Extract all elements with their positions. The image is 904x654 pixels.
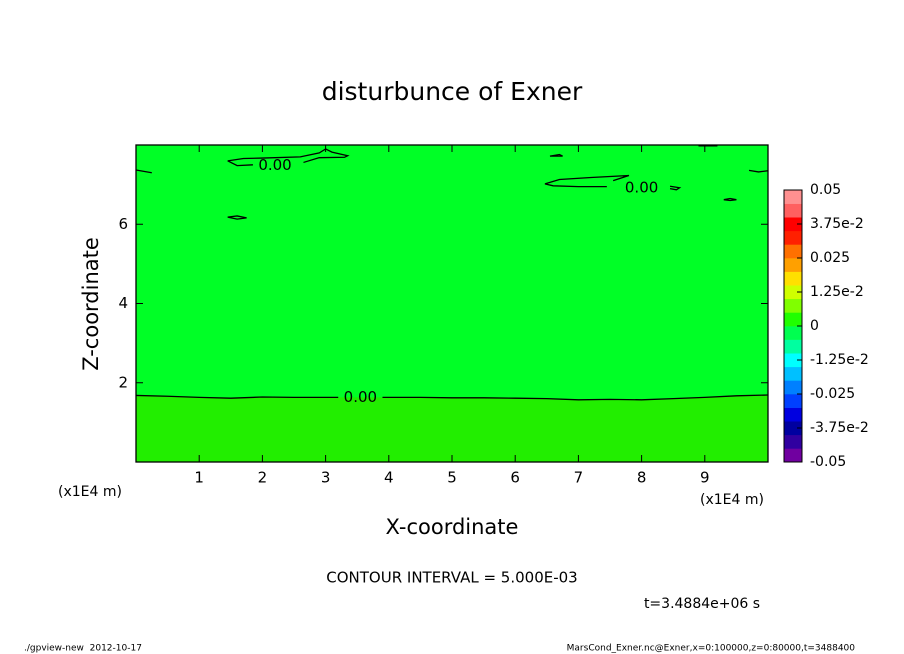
- x-unit-label: (x1E4 m): [58, 484, 122, 500]
- colorbar-tick-label: -1.25e-2: [810, 352, 869, 368]
- colorbar-band: [784, 421, 802, 436]
- x-tick-label: 7: [574, 469, 584, 487]
- colorbar-tick-label: -0.025: [810, 386, 855, 402]
- x-tick-label: 3: [321, 469, 331, 487]
- colorbar-tick-label: -3.75e-2: [810, 420, 869, 436]
- colorbar-band: [784, 203, 802, 218]
- contour-line: [227, 215, 247, 220]
- colorbar-tick-label: 0.05: [810, 182, 841, 198]
- contour-line: [135, 394, 769, 401]
- colorbar-tick-label: 3.75e-2: [810, 216, 864, 232]
- colorbar-band: [784, 448, 802, 463]
- chart-title: disturbunce of Exner: [322, 77, 583, 106]
- x-tick-label: 4: [384, 469, 394, 487]
- contour-label: 0.00: [258, 156, 291, 174]
- colorbar-band: [784, 217, 802, 232]
- x-tick-label: 2: [258, 469, 268, 487]
- colorbar-band: [784, 339, 802, 354]
- contour-label: 0.00: [625, 178, 658, 196]
- x-tick-label: 9: [700, 469, 710, 487]
- colorbar-band: [784, 353, 802, 368]
- y-axis-label: Z-coordinate: [79, 237, 103, 371]
- colorbar-band: [784, 298, 802, 313]
- colorbar-band: [784, 190, 802, 204]
- contour-line: [544, 174, 682, 191]
- colorbar-band: [784, 258, 802, 272]
- colorbar-band: [784, 366, 802, 381]
- colorbar-band: [784, 407, 802, 422]
- time-label: t=3.4884e+06 s: [644, 596, 760, 612]
- contour-line: [135, 169, 152, 174]
- x-tick-label: 8: [637, 469, 647, 487]
- colorbar-band: [784, 271, 802, 286]
- x-axis-label: X-coordinate: [386, 515, 519, 539]
- contour-line: [549, 153, 563, 157]
- y-tick-label: 2: [118, 373, 128, 391]
- colorbar-band: [784, 326, 802, 340]
- contour-interval: CONTOUR INTERVAL = 5.000E-03: [326, 569, 577, 587]
- x-tick-label: 1: [194, 469, 204, 487]
- colorbar-band: [784, 244, 802, 259]
- x-tick-label: 6: [510, 469, 520, 487]
- colorbar-tick-label: 1.25e-2: [810, 284, 864, 300]
- colorbar-band: [784, 285, 802, 300]
- colorbar-band: [784, 394, 802, 408]
- colorbar-band: [784, 230, 802, 245]
- footer-right: MarsCond_Exner.nc@Exner,x=0:100000,z=0:8…: [567, 644, 856, 654]
- x-unit-label: (x1E4 m): [700, 492, 764, 508]
- footer-left: ./gpview-new 2012-10-17: [24, 644, 142, 654]
- colorbar-band: [784, 434, 802, 449]
- contour-line: [748, 169, 769, 173]
- y-tick-label: 6: [118, 215, 128, 233]
- colorbar-tick-label: -0.05: [810, 454, 846, 470]
- colorbar-tick-label: 0: [810, 318, 819, 334]
- colorbar-tick-label: 0.025: [810, 250, 850, 266]
- contour-label: 0.00: [344, 388, 377, 406]
- colorbar-band: [784, 312, 802, 327]
- field-fill: [136, 395, 768, 462]
- y-tick-label: 4: [118, 294, 128, 312]
- contour-line: [723, 197, 737, 202]
- x-tick-label: 5: [447, 469, 457, 487]
- colorbar-band: [784, 380, 802, 395]
